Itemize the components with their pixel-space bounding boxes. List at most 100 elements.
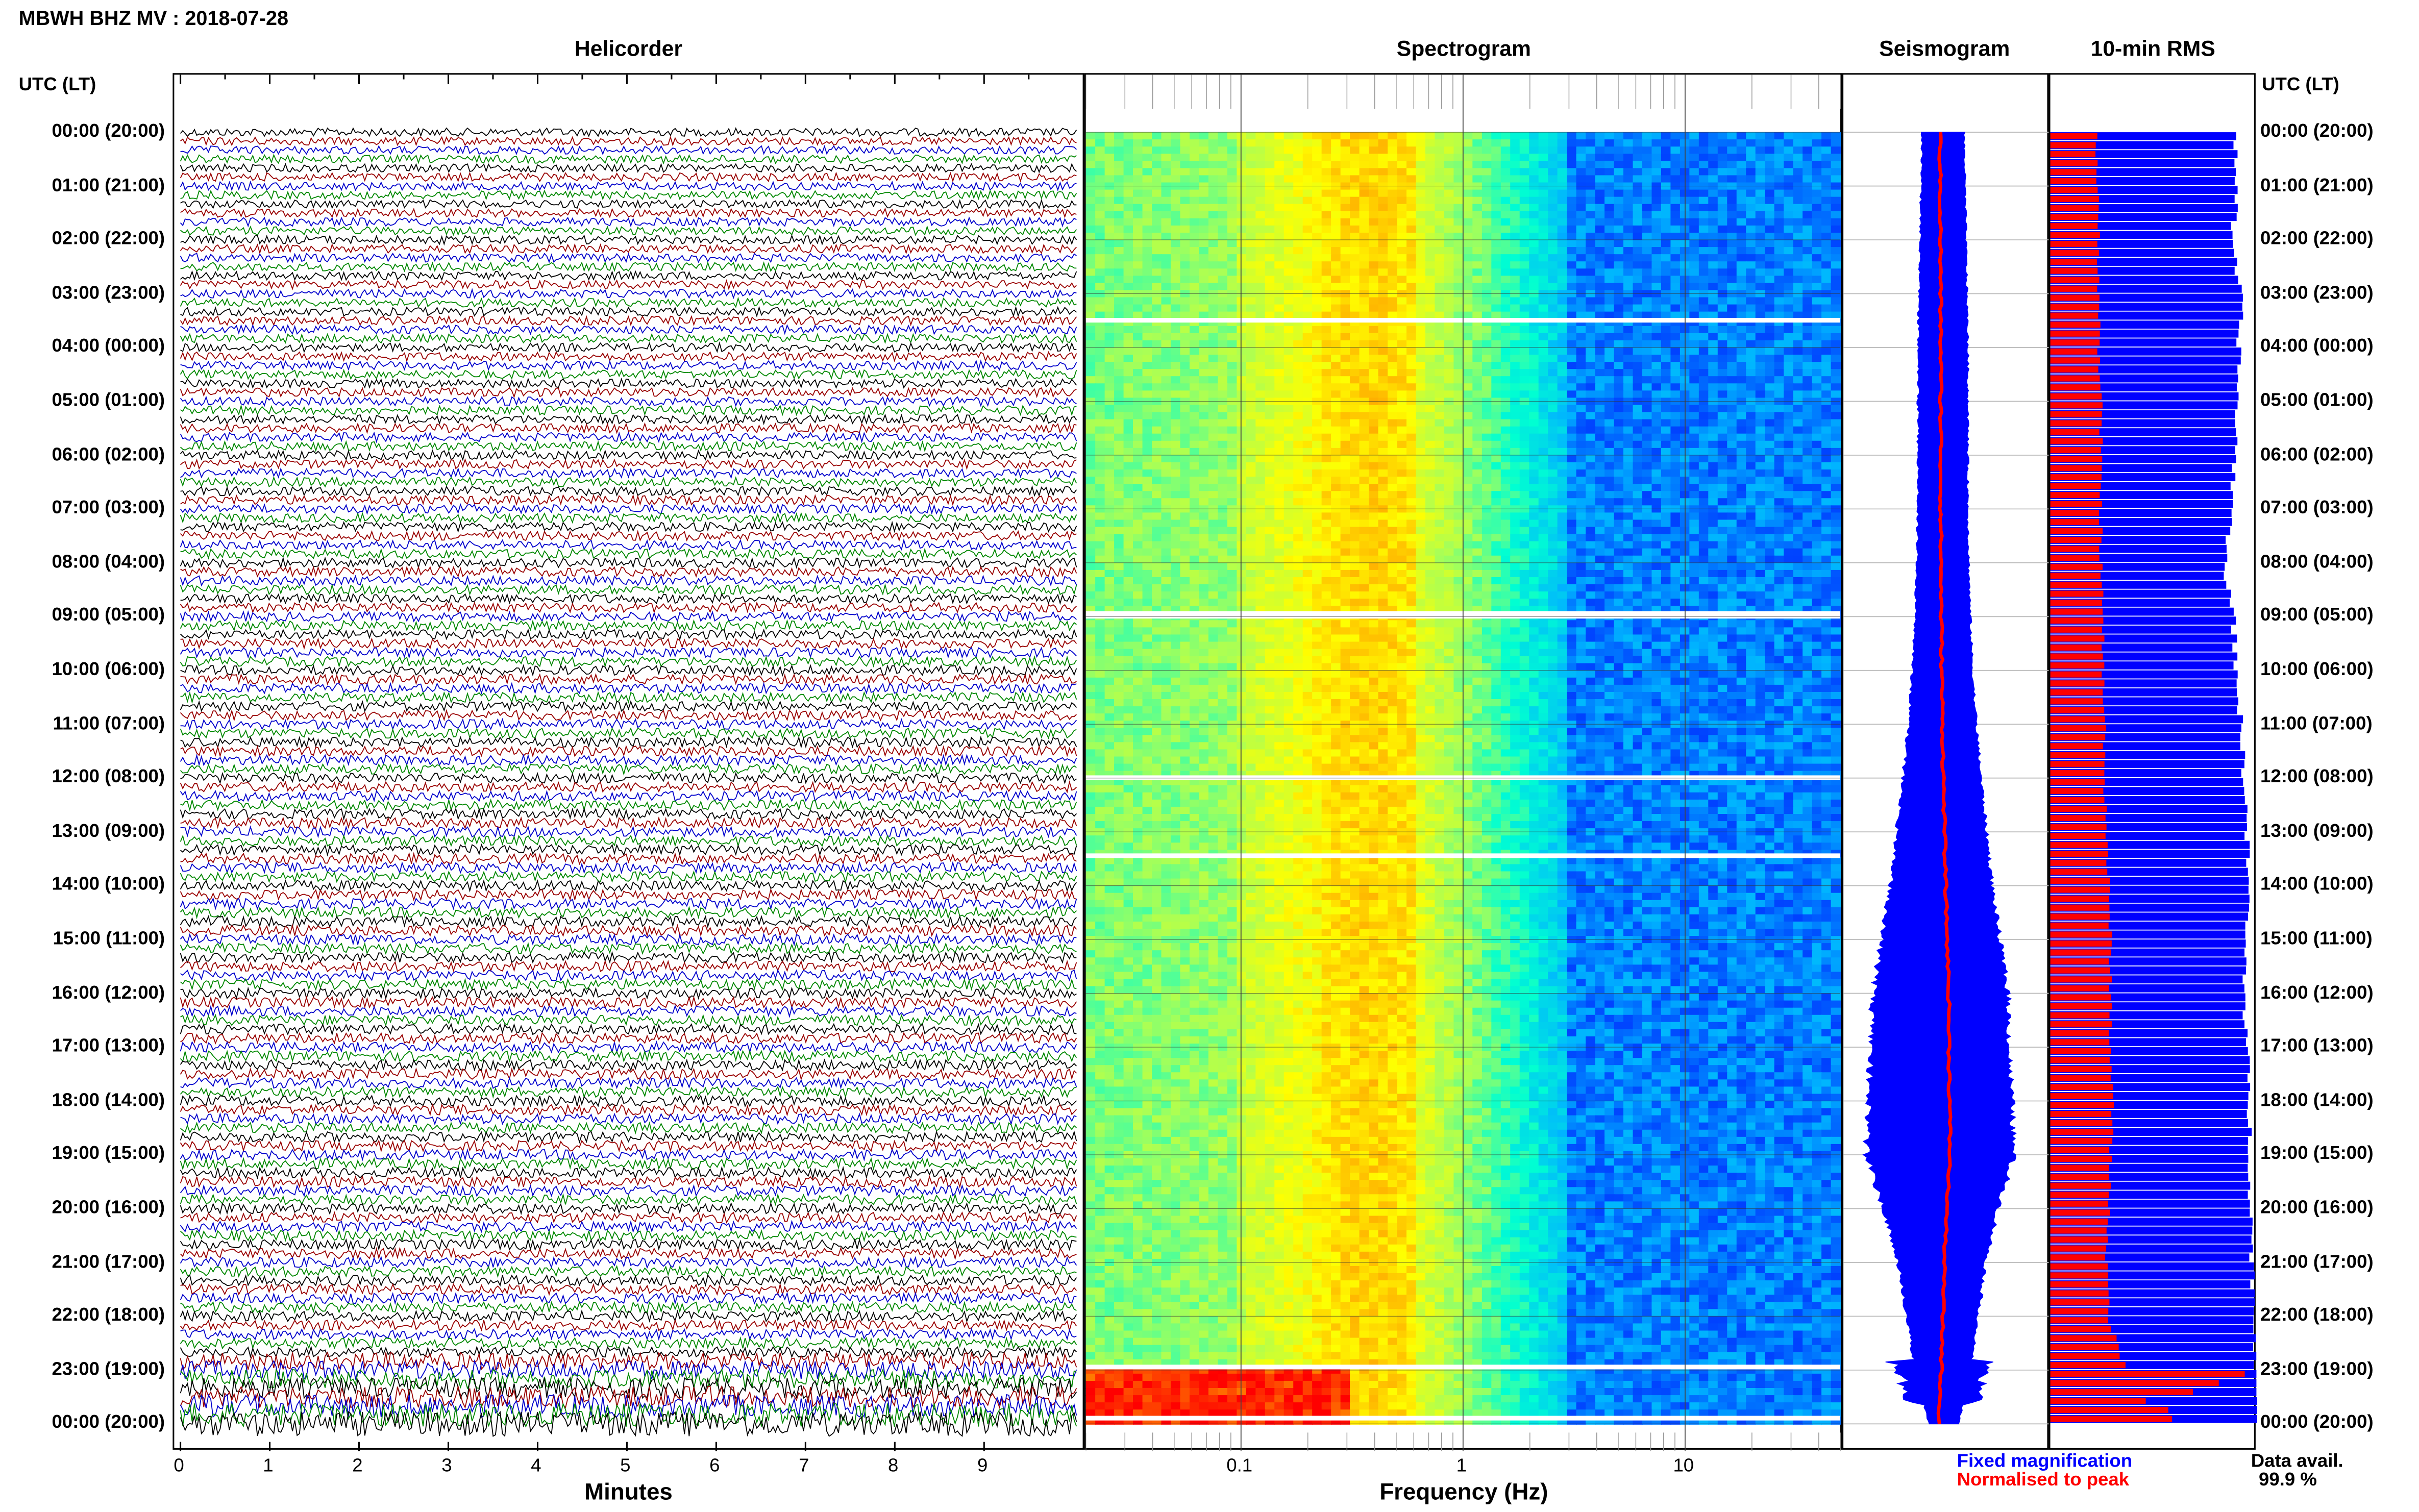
spectrogram-cell (1274, 254, 1285, 262)
spectrogram-cell (1746, 304, 1756, 313)
spectrogram-cell (1698, 168, 1709, 176)
spectrogram-cell (1095, 326, 1105, 334)
spectrogram-cell (1812, 311, 1822, 320)
spectrogram-cell (1378, 132, 1389, 140)
spectrogram-cell (1548, 333, 1558, 341)
spectrogram-cell (1085, 477, 1096, 485)
spectrogram-cell (1519, 182, 1530, 191)
spectrogram-cell (1302, 218, 1313, 227)
spectrogram-cell (1651, 369, 1662, 377)
spectrogram-cell (1180, 405, 1191, 413)
spectrogram-cell (1359, 132, 1370, 140)
helicorder-trace (180, 1112, 1077, 1126)
spectrogram-cell (1736, 211, 1747, 219)
spectrogram-cell (1538, 326, 1549, 334)
spectrogram-cell (1746, 182, 1756, 191)
spectrogram-cell (1670, 519, 1681, 528)
spectrogram-cell (1350, 304, 1360, 313)
spectrogram-cell (1689, 254, 1700, 262)
spectrogram-cell (1331, 405, 1341, 413)
spectrogram-cell (1548, 448, 1558, 456)
spectrogram-cell (1651, 247, 1662, 255)
spectrogram-cell (1708, 311, 1718, 320)
spectrogram-cell (1369, 290, 1379, 299)
spectrogram-cell (1736, 326, 1747, 334)
spectrogram-cell (1821, 311, 1832, 320)
spectrogram-cell (1595, 268, 1606, 277)
spectrogram-cell (1085, 534, 1096, 542)
spectrogram-cell (1435, 261, 1445, 269)
spectrogram-cell (1784, 340, 1794, 349)
spectrogram-cell (1340, 405, 1351, 413)
spectrogram-cell (1312, 225, 1322, 234)
spectrogram-cell (1095, 297, 1105, 306)
spectrogram-cell (1095, 383, 1105, 391)
spectrogram-cell (1331, 440, 1341, 449)
spectrogram-cell (1189, 154, 1200, 162)
spectrogram-cell (1189, 440, 1200, 449)
spectrogram-cell (1435, 398, 1445, 406)
spectrogram-cell (1642, 283, 1652, 291)
spectrogram-cell (1491, 146, 1501, 155)
spectrogram-cell (1274, 175, 1285, 184)
spectrogram-cell (1651, 433, 1662, 442)
spectrogram-cell (1774, 232, 1785, 241)
spectrogram-cell (1557, 218, 1568, 227)
spectrogram-cell (1095, 196, 1105, 205)
spectrogram-cell (1557, 376, 1568, 384)
spectrogram-cell (1246, 491, 1256, 499)
spectrogram-cell (1576, 355, 1587, 363)
spectrogram-cell (1142, 154, 1153, 162)
spectrogram-cell (1369, 527, 1379, 535)
helicorder-trace (180, 1184, 1077, 1198)
spectrogram-cell (1793, 283, 1804, 291)
spectrogram-cell (1369, 182, 1379, 191)
spectrogram-cell (1708, 512, 1718, 520)
spectrogram-cell (1698, 225, 1709, 234)
spectrogram-cell (1255, 462, 1266, 470)
spectrogram-cell (1265, 412, 1275, 420)
time-tick-label-left: 16:00 (12:00) (52, 981, 165, 1003)
spectrogram-cell (1642, 261, 1652, 269)
spectrogram-cell (1567, 154, 1577, 162)
spectrogram-cell (1152, 376, 1162, 384)
spectrogram-cell (1717, 355, 1728, 363)
spectrogram-cell (1312, 146, 1322, 155)
spectrogram-cell (1482, 491, 1492, 499)
spectrogram-cell (1359, 276, 1370, 284)
spectrogram-cell (1142, 168, 1153, 176)
spectrogram-cell (1500, 440, 1511, 449)
spectrogram-cell (1453, 390, 1464, 399)
spectrogram-cell (1670, 161, 1681, 169)
spectrogram-cell (1378, 362, 1389, 370)
spectrogram-cell (1831, 146, 1841, 155)
spectrogram-cell (1406, 261, 1417, 269)
spectrogram-cell (1746, 326, 1756, 334)
spectrogram-cell (1529, 534, 1539, 542)
spectrogram-cell (1642, 498, 1652, 506)
spectrogram-cell (1576, 175, 1587, 184)
spectrogram-cell (1821, 290, 1832, 299)
spectrogram-cell (1548, 512, 1558, 520)
spectrogram-cell (1133, 326, 1143, 334)
spectrogram-cell (1378, 505, 1389, 513)
spectrogram-cell (1095, 333, 1105, 341)
spectrogram-cell (1331, 527, 1341, 535)
spectrogram-cell (1472, 376, 1483, 384)
spectrogram-cell (1567, 469, 1577, 478)
spectrogram-cell (1519, 419, 1530, 428)
spectrogram-cell (1708, 283, 1718, 291)
spectrogram-cell (1293, 297, 1303, 306)
spectrogram-cell (1698, 232, 1709, 241)
spectrogram-cell (1519, 196, 1530, 205)
spectrogram-cell (1208, 268, 1219, 277)
spectrogram-cell (1821, 440, 1832, 449)
spectrogram-cell (1463, 196, 1473, 205)
spectrogram-cell (1293, 405, 1303, 413)
spectrogram-cell (1180, 512, 1191, 520)
spectrogram-cell (1717, 426, 1728, 435)
spectrogram-cell (1595, 297, 1606, 306)
spectrogram-cell (1321, 455, 1332, 463)
spectrogram-cell (1369, 362, 1379, 370)
spectrogram-cell (1717, 498, 1728, 506)
